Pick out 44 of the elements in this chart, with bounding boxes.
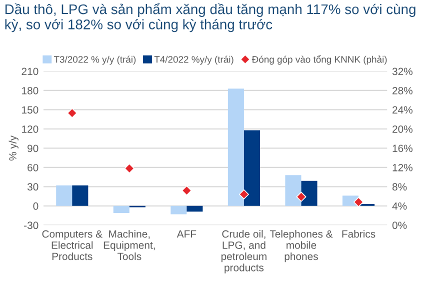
- y2-tick-label: 4%: [392, 202, 407, 210]
- y-tick-label: 30: [27, 183, 38, 191]
- y-axis-title: % y/y: [8, 135, 18, 161]
- y2-tick-label: 32%: [392, 68, 412, 76]
- bar: [301, 180, 318, 206]
- x-tick-label: Computers & Electrical Products: [42, 230, 102, 260]
- bar: [113, 206, 130, 213]
- y2-tick-label: 28%: [392, 86, 412, 94]
- point: [182, 185, 192, 196]
- bar: [228, 88, 244, 206]
- y-tick-label: 90: [28, 144, 38, 152]
- y2-tick-label: 20%: [392, 125, 412, 133]
- x-tick-label: Telephones & mobile phones: [270, 230, 333, 262]
- x-tick-label: AFF: [176, 230, 196, 238]
- point: [296, 192, 306, 202]
- bar: [285, 175, 302, 206]
- y-tick-label: 180: [22, 86, 38, 94]
- bar: [56, 185, 72, 206]
- y2-tick-label: 16%: [392, 144, 412, 152]
- legend-label: T3/2022 % y/y (trái): [54, 56, 136, 65]
- point: [238, 189, 249, 200]
- bar: [186, 206, 203, 212]
- y-tick-label: 120: [22, 125, 38, 133]
- legend-label: Đóng góp vào tổng KNNK (phải): [252, 55, 387, 65]
- legend-label: T4/2022 %y/y (trái): [154, 56, 234, 65]
- x-tick-label: Fabrics: [342, 230, 376, 238]
- y2-tick-label: 8%: [392, 183, 407, 191]
- x-tick-label: Machine, Equipment, Tools: [104, 230, 155, 260]
- y-tick-label: 0: [33, 202, 38, 210]
- y-tick-label: -30: [24, 222, 38, 230]
- y2-tick-label: 24%: [392, 106, 412, 114]
- point: [124, 163, 134, 174]
- point: [353, 197, 364, 208]
- point: [67, 108, 78, 118]
- y-tick-label: 150: [22, 106, 38, 114]
- bar: [72, 185, 88, 206]
- y-tick-label: 210: [22, 68, 38, 76]
- bar: [170, 206, 187, 214]
- y2-tick-label: 12%: [392, 164, 412, 172]
- x-tick-label: Crude oil, LPG, and petroleum products: [221, 230, 266, 274]
- y2-tick-label: 0%: [392, 222, 407, 230]
- y-tick-label: 60: [28, 164, 38, 172]
- bar: [244, 130, 260, 206]
- chart-title: Dầu thô, LPG và sản phẩm xăng dầu tăng mạnh 117% so với cùng kỳ, so với 182% so với cùng kỳ tháng trước: [5, 2, 416, 32]
